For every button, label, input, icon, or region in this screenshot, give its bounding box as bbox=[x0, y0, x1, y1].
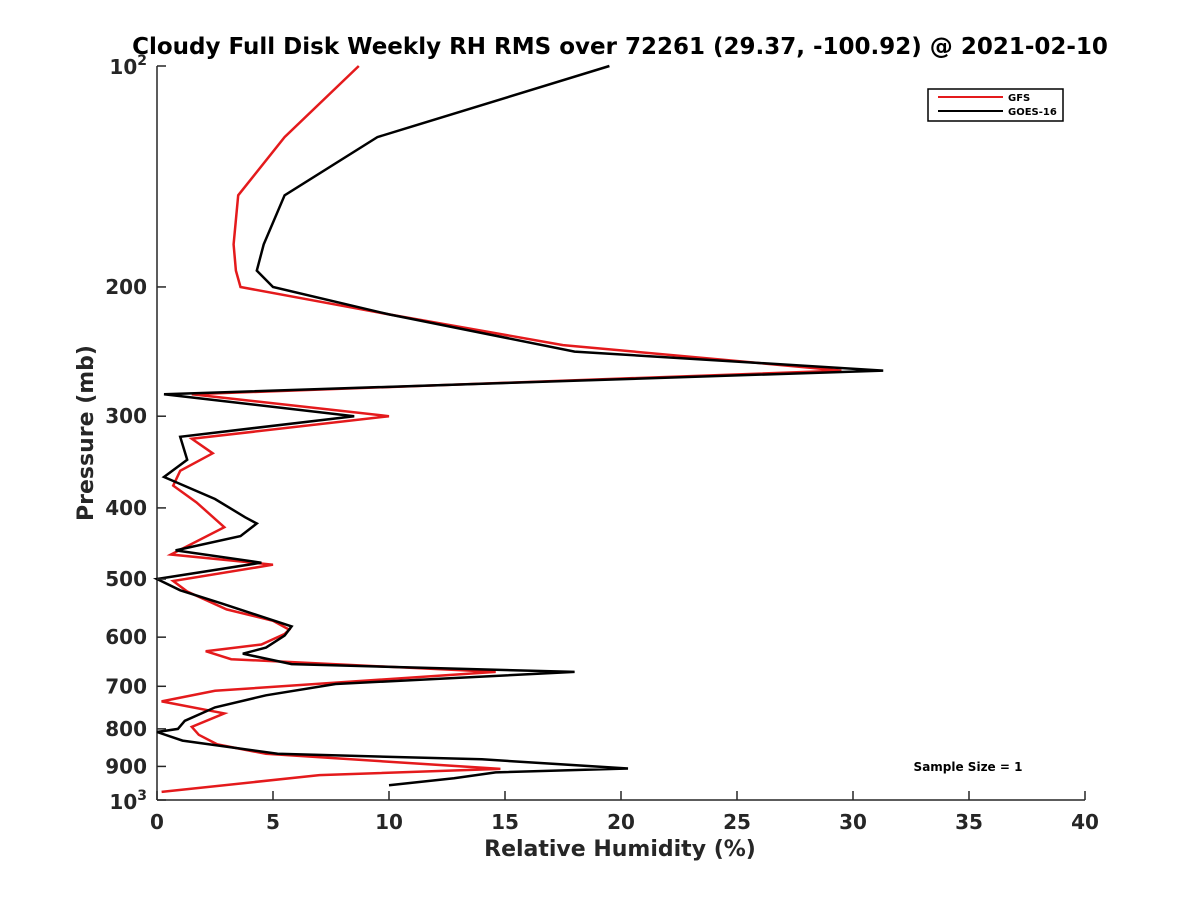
legend: GFS GOES-16 bbox=[927, 88, 1064, 122]
y-tick-bottom-base: 10 bbox=[109, 790, 137, 814]
y-tick-top-base: 10 bbox=[109, 55, 137, 79]
x-tick-label: 25 bbox=[723, 810, 751, 834]
series-line-goes16 bbox=[152, 64, 884, 787]
x-tick-label: 40 bbox=[1071, 810, 1099, 834]
x-tick-label: 15 bbox=[491, 810, 519, 834]
x-tick-label: 10 bbox=[375, 810, 403, 834]
legend-label-gfs: GFS bbox=[1008, 93, 1030, 104]
y-tick-label: 600 bbox=[105, 625, 147, 649]
y-tick-bottom-exp: 3 bbox=[137, 788, 147, 804]
y-tick-label: 900 bbox=[105, 754, 147, 778]
x-axis-label: Relative Humidity (%) bbox=[484, 837, 756, 862]
y-tick-label: 200 bbox=[105, 275, 147, 299]
x-axis-ticks: 0 5 10 15 20 25 30 35 40 bbox=[150, 791, 1099, 834]
x-tick-label: 5 bbox=[266, 810, 280, 834]
y-tick-label: 800 bbox=[105, 717, 147, 741]
y-tick-label-100: 102 bbox=[109, 53, 147, 79]
chart-title: Cloudy Full Disk Weekly RH RMS over 7226… bbox=[132, 34, 1108, 60]
y-tick-label: 300 bbox=[105, 404, 147, 428]
y-tick-label: 500 bbox=[105, 567, 147, 591]
legend-label-goes16: GOES-16 bbox=[1008, 107, 1057, 118]
y-tick-top-exp: 2 bbox=[137, 53, 147, 69]
x-tick-label: 30 bbox=[839, 810, 867, 834]
series-layer bbox=[152, 64, 884, 794]
x-tick-label: 35 bbox=[955, 810, 983, 834]
x-tick-label: 20 bbox=[607, 810, 635, 834]
sample-size-annotation: Sample Size = 1 bbox=[914, 760, 1023, 774]
legend-box bbox=[927, 88, 1064, 122]
y-tick-label-1000: 103 bbox=[109, 788, 147, 814]
x-tick-label: 0 bbox=[150, 810, 164, 834]
y-axis-ticks: 200 300 400 500 600 700 800 900 bbox=[105, 65, 166, 801]
y-tick-label: 700 bbox=[105, 674, 147, 698]
y-tick-label: 400 bbox=[105, 496, 147, 520]
series-line-gfs bbox=[161, 65, 842, 794]
y-axis-label: Pressure (mb) bbox=[74, 345, 99, 521]
